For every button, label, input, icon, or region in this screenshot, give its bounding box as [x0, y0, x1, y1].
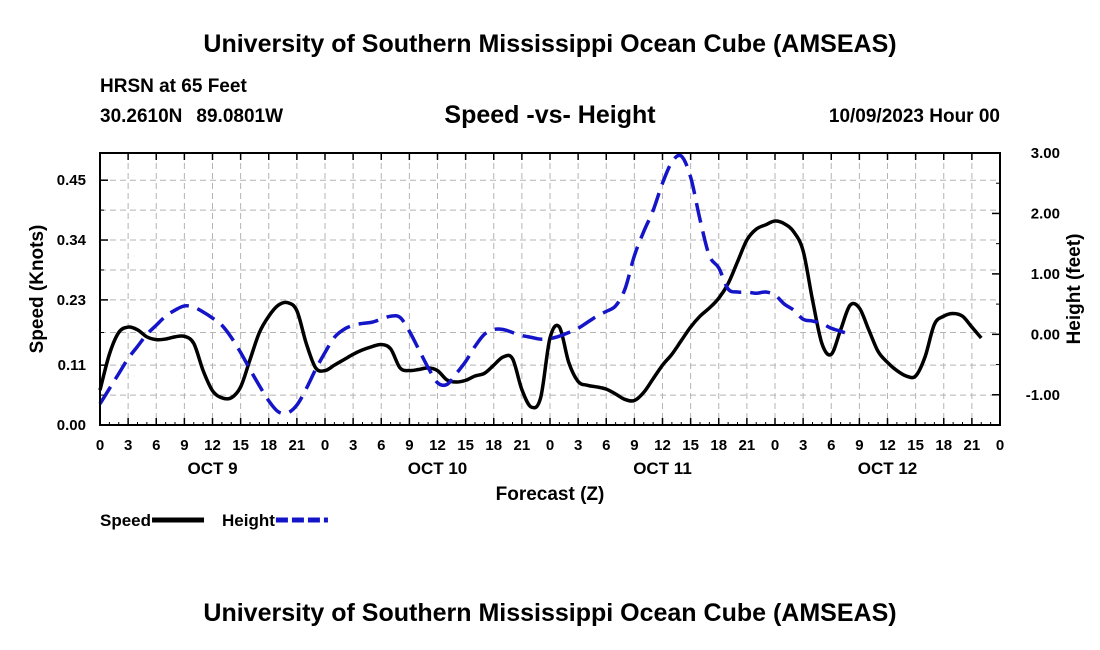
x-tick-label: 0	[996, 437, 1004, 454]
x-tick-label: 21	[514, 437, 531, 454]
y2-axis-label: Height (feet)	[1064, 234, 1085, 345]
x-tick-label: 0	[321, 437, 329, 454]
series-line-speed	[98, 219, 983, 410]
legend: Speed Height	[100, 511, 328, 530]
y-tick-label: 0.00	[57, 417, 86, 434]
day-label: OCT 11	[633, 459, 692, 478]
x-tick-label: 18	[260, 437, 277, 454]
station-label: HRSN at 65 Feet	[100, 76, 247, 97]
x-tick-label: 9	[180, 437, 188, 454]
x-tick-label: 3	[124, 437, 132, 454]
coordinates: 30.2610N 89.0801W	[100, 106, 297, 128]
x-tick-label: 6	[827, 437, 835, 454]
y2-tick-label: -1.00	[1026, 387, 1060, 404]
series-layer	[98, 153, 983, 416]
x-tick-label: 15	[907, 437, 924, 454]
x-tick-label: 9	[855, 437, 863, 454]
x-axis-label: Forecast (Z)	[496, 484, 605, 505]
longitude: 89.0801W	[196, 106, 284, 127]
day-label: OCT 12	[858, 459, 918, 478]
x-tick-label: 21	[964, 437, 981, 454]
x-tick-label: 6	[602, 437, 610, 454]
x-tick-label: 15	[457, 437, 474, 454]
y-tick-label: 0.45	[57, 172, 86, 189]
x-tick-label: 18	[485, 437, 502, 454]
x-tick-label: 21	[739, 437, 756, 454]
y2-tick-label: 1.00	[1031, 266, 1060, 283]
x-tick-label: 0	[546, 437, 554, 454]
y-tick-label: 0.23	[57, 292, 86, 309]
y-axis-label: Speed (Knots)	[27, 225, 48, 354]
latitude: 30.2610N	[100, 106, 183, 127]
x-tick-label: 15	[682, 437, 699, 454]
y2-tick-label: 2.00	[1031, 205, 1060, 222]
x-tick-label: 18	[710, 437, 727, 454]
x-tick-label: 3	[799, 437, 807, 454]
x-tick-label: 3	[574, 437, 582, 454]
x-tick-label: 3	[349, 437, 357, 454]
x-tick-label: 21	[289, 437, 306, 454]
legend-label-height: Height	[222, 511, 275, 530]
x-tick-label: 18	[935, 437, 952, 454]
day-label: OCT 9	[187, 459, 237, 478]
day-label: OCT 10	[408, 459, 468, 478]
y2-tick-label: 0.00	[1031, 326, 1060, 343]
x-tick-label: 6	[152, 437, 160, 454]
x-tick-label: 6	[377, 437, 385, 454]
x-tick-label: 0	[771, 437, 779, 454]
axes: 0 3 6 9 12 15 18 21 0 3 6 9 12 15 18 21 0 3 6 9 12 15 18 21 0 3 6 9…	[57, 145, 1060, 478]
x-tick-label: 12	[654, 437, 671, 454]
footer-title: University of Southern Mississippi Ocean…	[203, 599, 897, 627]
legend-label-speed: Speed	[100, 511, 151, 530]
grid	[100, 153, 1000, 425]
x-tick-label: 12	[429, 437, 446, 454]
x-tick-label: 9	[630, 437, 638, 454]
x-tick-label: 9	[405, 437, 413, 454]
x-tick-label: 15	[232, 437, 249, 454]
y2-tick-label: 3.00	[1031, 145, 1060, 162]
chart-title: University of Southern Mississippi Ocean…	[203, 30, 897, 58]
x-tick-label: 0	[96, 437, 104, 454]
chart-subtitle: Speed -vs- Height	[444, 101, 656, 129]
y-tick-label: 0.34	[57, 232, 87, 249]
forecast-datetime: 10/09/2023 Hour 00	[828, 106, 1000, 127]
x-tick-label: 12	[204, 437, 221, 454]
y-tick-label: 0.11	[58, 357, 86, 374]
x-tick-label: 12	[879, 437, 896, 454]
series-line-height	[98, 153, 851, 416]
